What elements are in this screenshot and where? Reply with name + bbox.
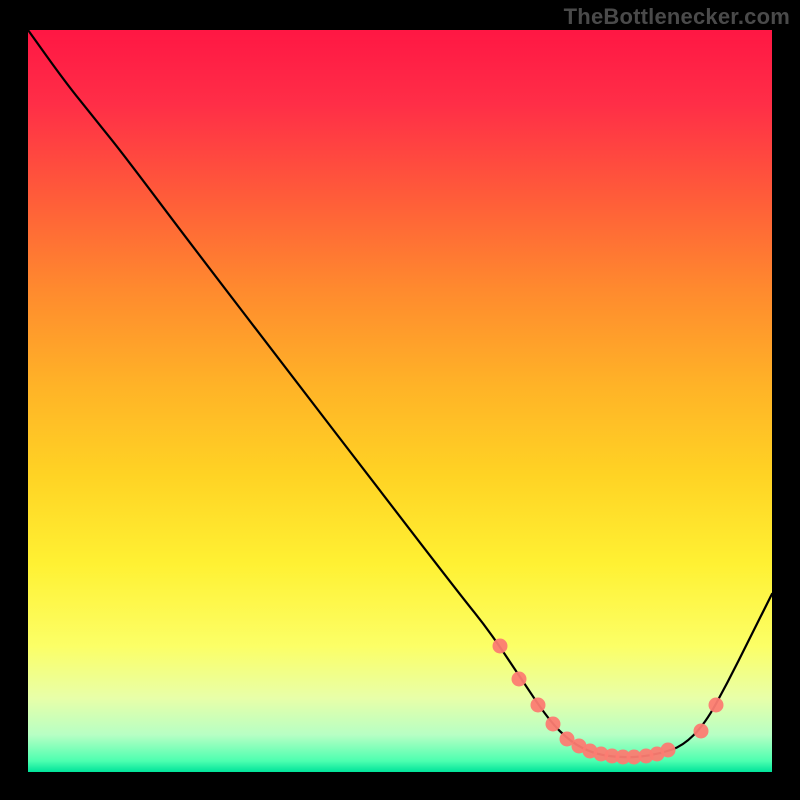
plot-area	[28, 30, 772, 772]
data-marker	[493, 638, 508, 653]
data-marker	[660, 742, 675, 757]
chart-canvas: TheBottlenecker.com	[0, 0, 800, 800]
data-marker	[694, 724, 709, 739]
markers-layer	[28, 30, 772, 772]
data-marker	[709, 698, 724, 713]
data-marker	[545, 716, 560, 731]
data-marker	[512, 672, 527, 687]
watermark-text: TheBottlenecker.com	[564, 4, 790, 30]
data-marker	[530, 698, 545, 713]
